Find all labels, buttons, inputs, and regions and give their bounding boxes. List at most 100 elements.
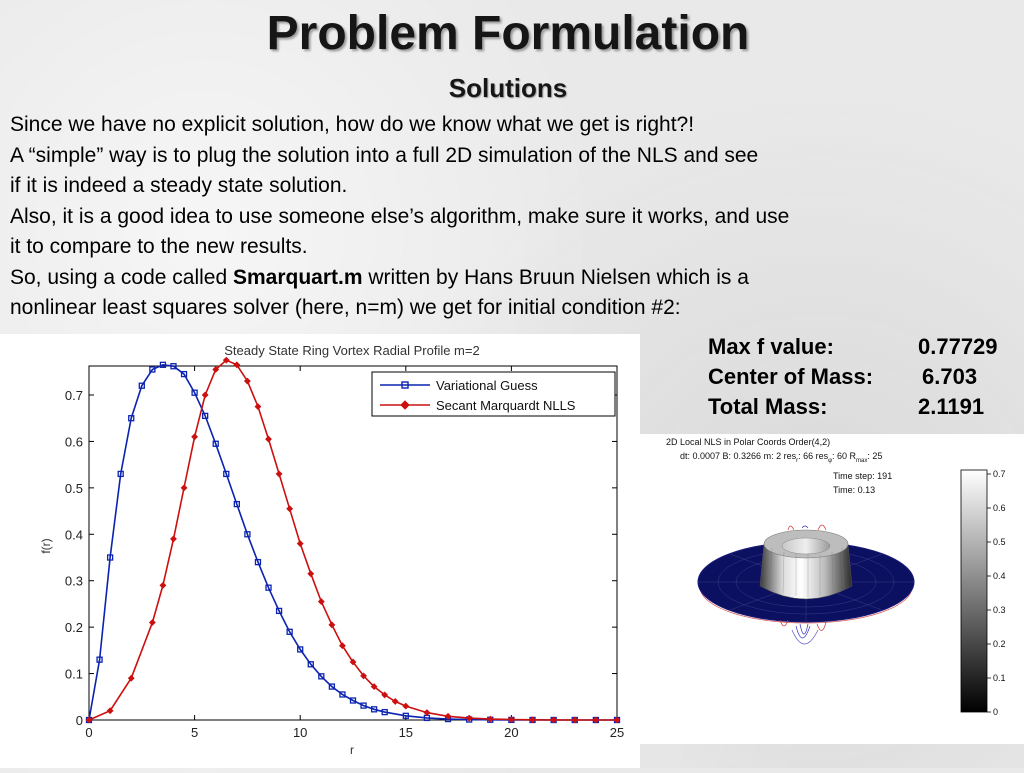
page-subtitle: Solutions	[448, 73, 568, 103]
stat-label: Center of Mass:	[708, 364, 874, 389]
colorbar-tick-label: 0.7	[993, 469, 1006, 479]
colorbar-ticks: 0.7 0.6 0.5 0.4 0.3 0.2 0.1 0	[987, 469, 1006, 717]
body-line: if it is indeed a steady state solution.	[10, 174, 348, 197]
data-point	[127, 674, 135, 682]
data-point	[339, 691, 346, 698]
chart-svg: Steady State Ring Vortex Radial Profile …	[39, 343, 624, 757]
colorbar-tick-label: 0.1	[993, 673, 1006, 683]
data-point	[244, 531, 251, 538]
data-point	[201, 391, 209, 399]
radial-profile-chart: Steady State Ring Vortex Radial Profile …	[0, 334, 640, 768]
data-point	[138, 382, 145, 389]
stat-value: 2.1191	[918, 394, 985, 419]
data-point	[360, 672, 367, 680]
data-point	[297, 646, 304, 653]
data-point	[444, 712, 452, 720]
data-point	[296, 540, 304, 547]
data-point	[106, 554, 114, 561]
data-point	[191, 389, 198, 396]
body-text: Since we have no explicit solution, how …	[10, 110, 1010, 324]
data-point	[180, 484, 188, 492]
y-tick-label: 0.4	[65, 527, 83, 542]
x-tick-label: 20	[504, 725, 518, 740]
data-point	[212, 366, 220, 373]
data-point	[212, 440, 219, 447]
stat-label: Total Mass:	[708, 394, 828, 419]
sim-params: dt: 0.0007 B: 0.3266 m: 2 resr: 66 resφ:…	[680, 451, 882, 464]
data-point	[128, 415, 135, 422]
data-point	[222, 356, 230, 364]
y-tick-label: 0.1	[65, 667, 83, 682]
data-point	[254, 403, 262, 411]
data-point	[328, 621, 336, 629]
chart-legend: Variational Guess Secant Marquardt NLLS	[371, 371, 616, 417]
data-point	[339, 642, 346, 650]
data-point	[465, 714, 473, 722]
body-line: Since we have no explicit solution, how …	[10, 113, 695, 136]
data-point	[307, 570, 315, 578]
data-point	[286, 628, 293, 635]
data-point	[170, 535, 177, 543]
y-tick-label: 0.5	[65, 481, 83, 496]
data-point	[149, 366, 156, 373]
data-point	[402, 702, 410, 710]
y-tick-label: 0.2	[65, 620, 83, 635]
stat-center-of-mass: Center of Mass: 6.703	[708, 362, 1024, 392]
sim-surface	[697, 524, 915, 645]
colorbar-tick-label: 0.5	[993, 537, 1006, 547]
x-tick-label: 0	[85, 725, 92, 740]
data-point	[223, 470, 230, 478]
legend-marker-variational	[401, 381, 409, 389]
chart-title: Steady State Ring Vortex Radial Profile …	[224, 343, 479, 358]
body-line-suffix: written by Hans Bruun Nielsen which is a	[362, 265, 749, 289]
y-tick-label: 0.3	[65, 574, 83, 589]
colorbar-tick-label: 0.2	[993, 639, 1006, 649]
data-point	[529, 716, 536, 724]
data-point	[265, 584, 272, 591]
data-point	[307, 661, 314, 668]
data-point	[233, 361, 241, 369]
stat-value: 0.77729	[918, 334, 998, 359]
plot-area	[88, 365, 618, 721]
colorbar-tick-label: 0.6	[993, 503, 1006, 513]
body-line: nonlinear least squares solver (here, n=…	[10, 296, 681, 319]
stat-value: 6.703	[922, 364, 978, 389]
data-point	[507, 716, 515, 723]
data-point	[96, 656, 103, 663]
data-point	[550, 716, 558, 724]
data-point	[170, 363, 177, 370]
data-point	[243, 377, 251, 385]
sim-time: Time: 0.13	[833, 485, 875, 495]
data-point	[381, 691, 389, 699]
data-point	[254, 558, 262, 566]
legend-box	[371, 371, 616, 417]
code-name: Smarquart.m	[232, 265, 363, 289]
data-point	[349, 697, 357, 704]
x-tick-label: 25	[610, 725, 624, 740]
data-point	[391, 698, 399, 705]
stat-max-f: Max f value: 0.77729	[708, 332, 1024, 362]
data-point	[592, 716, 600, 724]
colorbar-tick-label: 0.4	[993, 571, 1006, 581]
data-point	[275, 607, 283, 615]
sim-time-step: Time step: 191	[833, 471, 892, 481]
body-line-prefix: So, using a code called	[10, 265, 233, 289]
sim-colorbar: 0.7 0.6 0.5 0.4 0.3 0.2 0.1 0	[960, 469, 1006, 717]
colorbar-tick-label: 0	[993, 707, 998, 717]
data-point	[318, 673, 325, 680]
data-point	[191, 433, 199, 441]
data-point	[233, 500, 240, 508]
x-axis-label: r	[350, 743, 354, 757]
x-tick-label: 10	[293, 725, 307, 740]
body-line: it to compare to the new results.	[10, 235, 308, 258]
chart-series	[85, 356, 621, 724]
data-point	[317, 598, 325, 606]
series-line-1	[88, 359, 617, 721]
data-point	[402, 712, 409, 719]
data-point	[370, 683, 378, 690]
data-point	[148, 619, 156, 626]
axis-ticks: 0 5 10 15 20 25 0 0.1 0.2 0.3 0.4 0.5 0.6 0.7	[65, 366, 624, 740]
data-point	[275, 470, 283, 478]
stat-total-mass: Total Mass: 2.1191	[708, 392, 1024, 422]
data-point	[381, 708, 388, 716]
